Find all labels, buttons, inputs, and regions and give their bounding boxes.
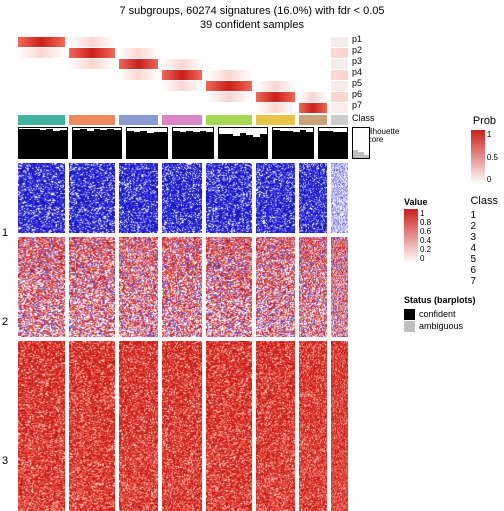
row-labels: p1p2p3p4p5p6p7Class10.50Silhouette score xyxy=(348,35,398,511)
prob-row-p7 xyxy=(18,103,348,113)
silhouette-row xyxy=(18,127,348,159)
label-p6: p6 xyxy=(352,90,398,101)
legend-status: Status (barplots)confidentambiguous xyxy=(404,293,498,332)
plot-area xyxy=(18,35,348,511)
label-p7: p7 xyxy=(352,101,398,112)
axis-label-3: 3 xyxy=(2,455,8,467)
class-row xyxy=(18,115,348,125)
legend-prob: Prob10.50 xyxy=(471,110,498,184)
legend-class: Class1234567 xyxy=(470,190,498,287)
label-p5: p5 xyxy=(352,79,398,90)
row-axis: 1 2 3 xyxy=(0,35,18,511)
title-line1: 7 subgroups, 60274 signatures (16.0%) wi… xyxy=(0,4,504,18)
prob-row-p1 xyxy=(18,37,348,47)
prob-row-p3 xyxy=(18,59,348,69)
heatmap-block-3 xyxy=(18,341,348,511)
heatmap-block-2 xyxy=(18,237,348,337)
prob-row-p5 xyxy=(18,81,348,91)
label-class: Class xyxy=(352,114,398,126)
label-p3: p3 xyxy=(352,57,398,68)
prob-row-p4 xyxy=(18,70,348,80)
heatmap-block-1 xyxy=(18,163,348,233)
label-p1: p1 xyxy=(352,35,398,46)
label-p2: p2 xyxy=(352,46,398,57)
axis-label-2: 2 xyxy=(2,316,8,328)
prob-row-p2 xyxy=(18,48,348,58)
axis-label-1: 1 xyxy=(2,227,8,239)
label-p4: p4 xyxy=(352,68,398,79)
prob-row-p6 xyxy=(18,92,348,102)
title-line2: 39 confident samples xyxy=(0,18,504,32)
